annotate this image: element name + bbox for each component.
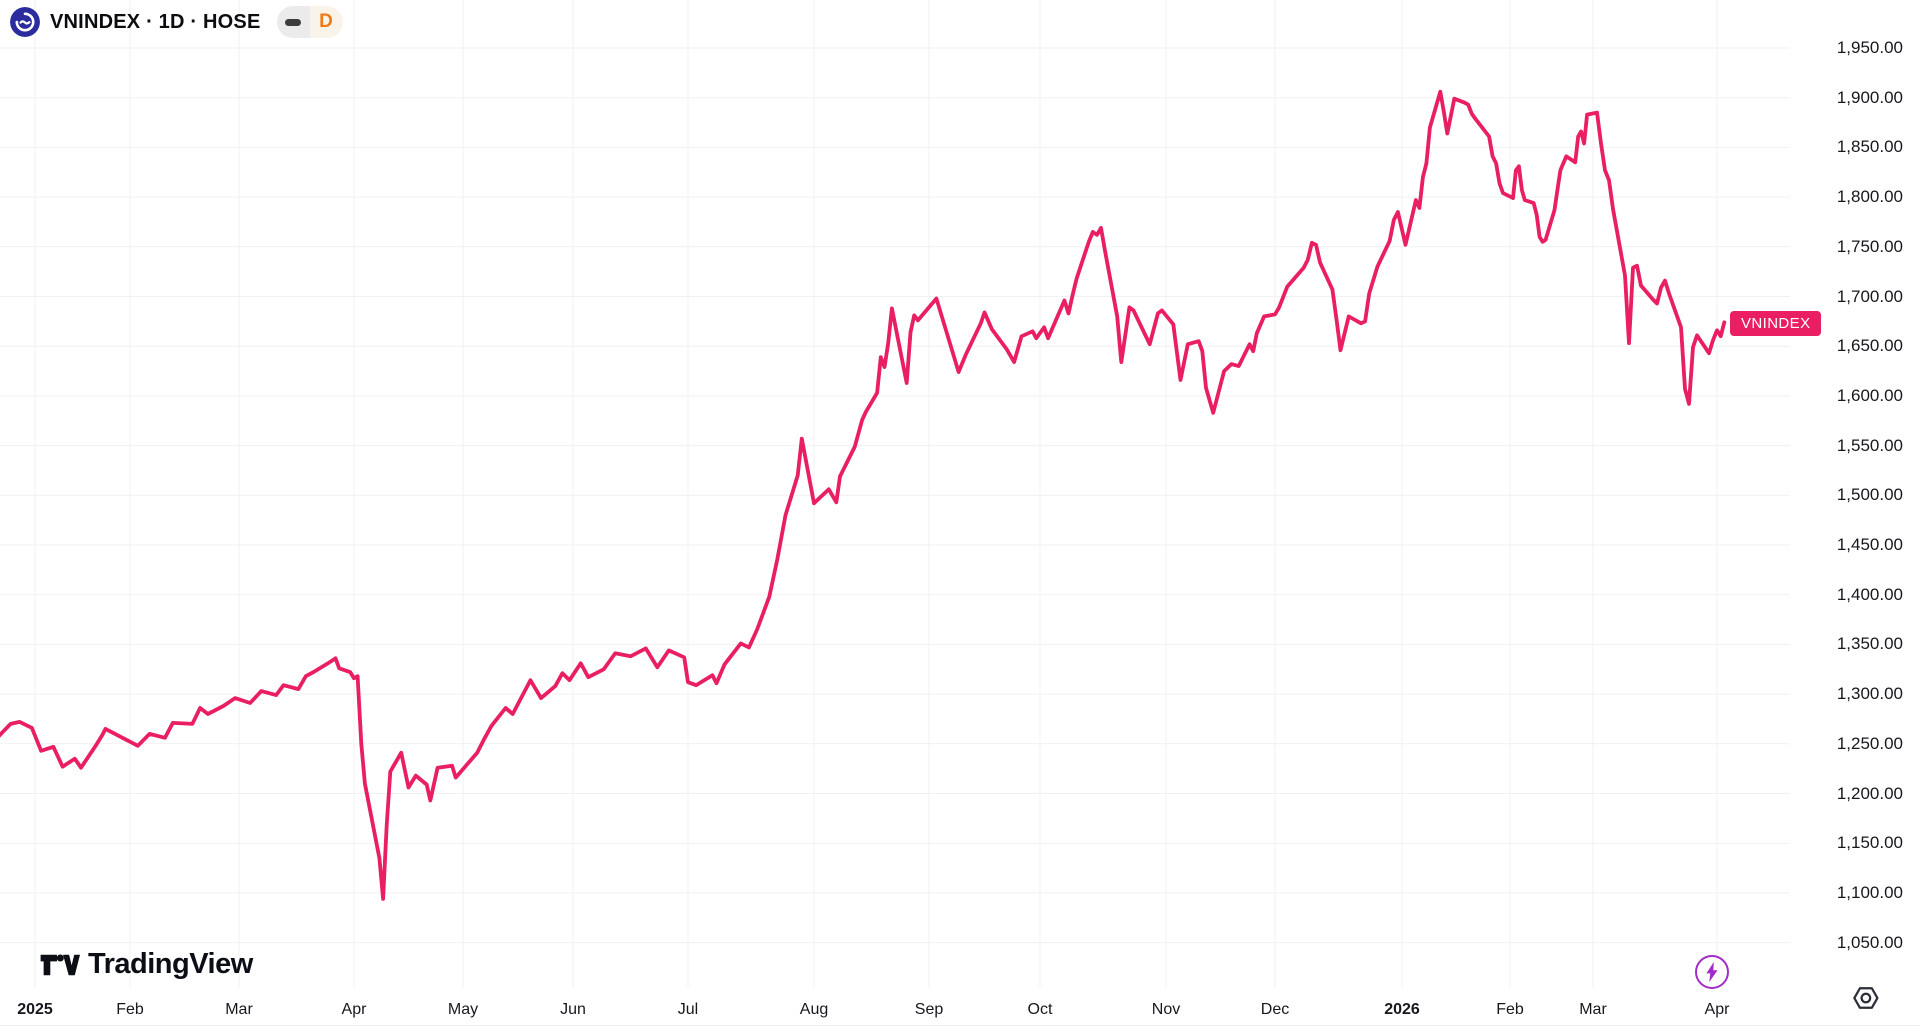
time-axis-label: Feb [116, 1001, 144, 1018]
line-style-icon [285, 18, 301, 26]
time-axis-label: Jul [677, 1001, 699, 1018]
price-axis-label: 1,850.00 [1836, 137, 1903, 157]
price-axis-label: 1,300.00 [1836, 684, 1903, 704]
settings-button[interactable] [1850, 984, 1882, 1014]
flash-button[interactable] [1695, 955, 1729, 989]
price-axis-label: 1,050.00 [1836, 932, 1903, 952]
time-axis-label: 2026 [1384, 1001, 1420, 1018]
last-value-tag: VNINDEX [1730, 311, 1822, 337]
price-axis-label: 1,900.00 [1836, 87, 1903, 107]
price-axis-label: 1,700.00 [1836, 286, 1903, 306]
symbol-title[interactable]: VNINDEX · 1D · HOSE [50, 10, 261, 33]
time-axis-label: Dec [1260, 1001, 1290, 1018]
tradingview-wordmark: TradingView [88, 948, 253, 980]
bottom-divider [0, 1025, 1920, 1026]
time-axis-label: Apr [1704, 1001, 1730, 1018]
price-axis-label: 1,100.00 [1836, 882, 1903, 902]
price-axis-label: 1,750.00 [1836, 236, 1903, 256]
symbol-logo-icon[interactable] [10, 7, 40, 37]
interval-toggle[interactable]: D [276, 6, 343, 38]
price-axis-label: 1,450.00 [1836, 535, 1903, 554]
price-axis-label: 1,150.00 [1836, 833, 1903, 853]
interval-label: D [319, 11, 333, 32]
time-axis-label: Nov [1151, 1001, 1181, 1018]
price-axis-label: 1,350.00 [1836, 634, 1903, 654]
time-axis[interactable]: 2025 Feb Mar Apr May Jun Jul Aug Sep Oct Nov Dec 202… [0, 998, 1790, 1024]
time-axis-label: Aug [799, 1001, 829, 1018]
time-axis-label: Apr [341, 1001, 367, 1018]
time-axis-label: Jun [560, 1001, 586, 1018]
time-axis-label: Mar [1579, 1001, 1607, 1018]
interval-button[interactable]: D [309, 6, 343, 38]
price-axis-label: 1,400.00 [1836, 584, 1903, 604]
price-axis[interactable]: 1,950.00 1,900.00 1,850.00 1,800.00 1,750.00… [1790, 0, 1920, 988]
time-axis-label: Oct [1027, 1001, 1053, 1018]
settings-nut-icon [1853, 987, 1879, 1009]
time-axis-label: 2025 [17, 1001, 53, 1018]
price-axis-label: 1,250.00 [1836, 733, 1903, 753]
price-axis-label: 1,200.00 [1836, 783, 1903, 803]
time-axis-label: Sep [914, 1001, 944, 1018]
price-axis-label: 1,650.00 [1836, 336, 1903, 356]
lightning-bolt-icon [1706, 962, 1718, 982]
price-axis-label: 1,600.00 [1836, 385, 1903, 405]
price-axis-label: 1,500.00 [1836, 485, 1903, 505]
price-axis-label: 1,950.00 [1836, 38, 1903, 57]
tradingview-logo-icon [40, 954, 80, 975]
time-axis-label: May [447, 1001, 479, 1018]
tradingview-attribution[interactable]: TradingView [40, 948, 253, 981]
time-axis-label: Mar [225, 1001, 253, 1018]
line-style-button[interactable] [276, 6, 310, 38]
time-axis-label: Feb [1496, 1001, 1524, 1018]
symbol-header: VNINDEX · 1D · HOSE D [10, 4, 343, 40]
price-axis-label: 1,800.00 [1836, 187, 1903, 207]
price-axis-label: 1,550.00 [1836, 435, 1903, 455]
